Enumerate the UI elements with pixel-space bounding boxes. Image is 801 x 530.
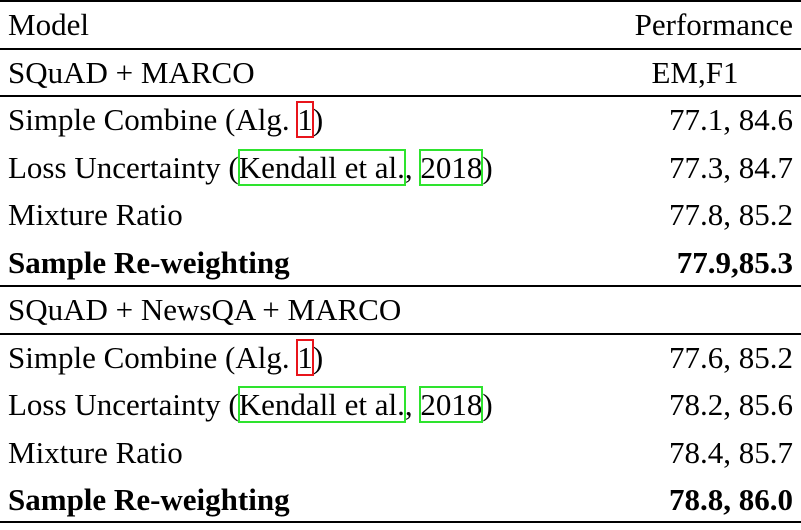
header-model: Model	[8, 7, 89, 42]
text: Simple Combine (Alg.	[8, 102, 298, 137]
citation: 1	[296, 101, 314, 138]
performance: 78.8, 86.0	[669, 482, 793, 517]
citation: 1	[296, 338, 314, 376]
rule	[0, 95, 801, 97]
performance: 77.6, 85.2	[669, 339, 793, 375]
text: Loss Uncertainty (	[8, 149, 239, 185]
rule	[0, 520, 801, 523]
rule	[0, 47, 801, 50]
text: )	[482, 149, 493, 185]
citation: Kendall et al.	[237, 148, 406, 186]
metric: EM,F1	[651, 54, 739, 90]
citation: 2018	[419, 386, 484, 423]
model-cell: Mixture Ratio	[8, 191, 183, 238]
text: ,	[404, 387, 421, 422]
header-performance: Performance	[634, 7, 793, 42]
section-title: SQuAD + NewsQA + MARCO	[8, 292, 402, 327]
citation: 2018	[419, 148, 484, 186]
model-cell: Loss Uncertainty (Kendall et al., 2018)	[8, 381, 493, 428]
model-cell: Sample Re-weighting	[8, 476, 290, 523]
performance: 77.3, 84.7	[669, 149, 793, 185]
section-title: SQuAD + MARCO	[8, 54, 255, 90]
row: Simple Combine (Alg. 1) 77.1, 84.6	[0, 96, 801, 143]
row: Loss Uncertainty (Kendall et al., 2018) 7…	[0, 144, 801, 191]
text: )	[312, 339, 324, 375]
model-cell: Simple Combine (Alg. 1)	[8, 96, 323, 143]
performance: 78.2, 85.6	[669, 387, 793, 422]
row: Simple Combine (Alg. 1) 77.6, 85.2	[0, 334, 801, 381]
text: Sample Re-weighting	[8, 244, 290, 280]
row: Loss Uncertainty (Kendall et al., 2018) 7…	[0, 381, 801, 428]
text: Mixture Ratio	[8, 434, 183, 470]
text: Sample Re-weighting	[8, 482, 290, 517]
row: Mixture Ratio 77.8, 85.2	[0, 191, 801, 238]
model-cell: Mixture Ratio	[8, 429, 183, 476]
rule	[0, 332, 801, 335]
model-cell: Simple Combine (Alg. 1)	[8, 334, 323, 381]
text: )	[312, 102, 324, 137]
performance: 78.4, 85.7	[669, 434, 793, 470]
row: Model Performance	[0, 1, 801, 48]
performance: 77.9,85.3	[676, 244, 793, 280]
text: Loss Uncertainty (	[8, 387, 239, 422]
rule	[0, 0, 801, 2]
text: )	[482, 387, 493, 422]
text: Simple Combine (Alg.	[8, 339, 298, 375]
text: Mixture Ratio	[8, 197, 183, 232]
performance: 77.1, 84.6	[669, 102, 793, 137]
row: SQuAD + NewsQA + MARCO	[0, 286, 801, 333]
citation: Kendall et al.	[237, 386, 406, 423]
row: Sample Re-weighting 77.9,85.3	[0, 239, 801, 286]
row: SQuAD + MARCO EM,F1	[0, 49, 801, 96]
row: Sample Re-weighting 78.8, 86.0	[0, 476, 801, 523]
rule	[0, 285, 801, 287]
performance: 77.8, 85.2	[669, 197, 793, 232]
text: ,	[404, 149, 421, 185]
model-cell: Sample Re-weighting	[8, 239, 290, 286]
row: Mixture Ratio 78.4, 85.7	[0, 429, 801, 476]
model-cell: Loss Uncertainty (Kendall et al., 2018)	[8, 144, 493, 191]
